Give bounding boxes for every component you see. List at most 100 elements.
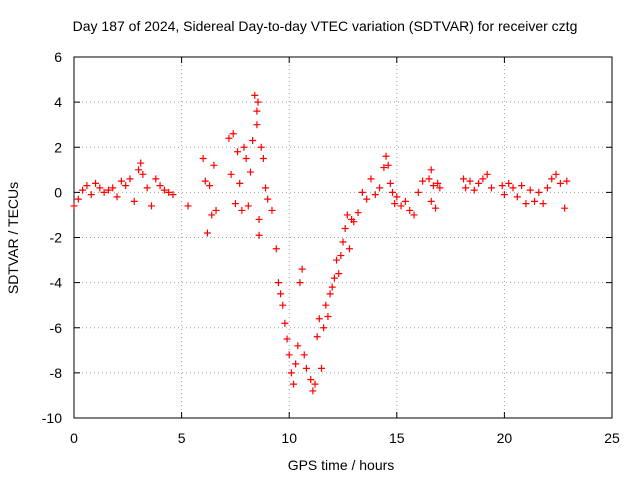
y-axis-label: SDTVAR / TECUs [5,182,21,294]
data-point [427,197,435,205]
data-point [244,202,252,210]
data-point [513,193,521,201]
data-point [419,177,427,185]
data-point [376,184,384,192]
data-point [479,175,487,183]
data-point [296,279,304,287]
data-point [350,218,358,226]
axis-ticks: 0 5 10 15 20 25 -10 -8 -6 -4 -2 0 2 4 6 [42,49,620,446]
data-point [290,380,298,388]
data-point [254,98,262,106]
data-point [425,175,433,183]
data-point [397,202,405,210]
data-point [543,184,551,192]
data-point [135,166,143,174]
data-point [358,188,366,196]
data-point [311,380,319,388]
data-point [548,175,556,183]
data-point [109,184,117,192]
data-point [429,182,437,190]
data-point [436,184,444,192]
data-point [283,335,291,343]
data-point [137,159,145,167]
data-point [333,256,341,264]
data-point [272,245,280,253]
data-point [165,188,173,196]
data-point [307,376,315,384]
data-point [382,152,390,160]
data-point [470,186,478,194]
data-point [363,195,371,203]
data-point [300,351,308,359]
data-point [535,188,543,196]
data-point [410,211,418,219]
data-point [184,202,192,210]
data-point [500,191,508,199]
data-point [274,279,282,287]
y-tick-label: -6 [50,320,63,336]
data-point [317,364,325,372]
data-point [337,252,345,260]
data-point [92,179,100,187]
data-point [466,177,474,185]
data-point [460,175,468,183]
x-tick-label: 25 [604,430,620,446]
data-point [70,202,78,210]
data-point [231,200,239,208]
data-point [199,155,207,163]
data-point [309,387,317,395]
data-point [509,184,517,192]
y-tick-label: -2 [50,230,63,246]
data-point [335,270,343,278]
data-point [345,245,353,253]
data-point [238,206,246,214]
data-point [302,364,310,372]
data-point [315,315,323,323]
data-point [203,229,211,237]
data-point [234,148,242,156]
data-point [539,200,547,208]
x-tick-label: 15 [389,430,405,446]
data-point [328,283,336,291]
data-point [294,342,302,350]
y-tick-label: -4 [50,275,63,291]
data-point [160,186,168,194]
data-point [277,290,285,298]
data-point [354,209,362,217]
y-tick-label: -10 [42,410,62,426]
data-point [255,215,263,223]
data-point [229,130,237,138]
data-point [208,211,216,219]
data-point [552,170,560,178]
chart-title: Day 187 of 2024, Sidereal Day-to-day VTE… [73,18,578,34]
data-point [113,193,121,201]
data-point [324,312,332,320]
data-point [391,200,399,208]
x-tick-label: 0 [70,430,78,446]
data-point [253,121,261,129]
data-point [279,301,287,309]
data-point [322,301,330,309]
data-point [330,274,338,282]
data-point [210,161,218,169]
data-point [498,182,506,190]
data-point [152,175,160,183]
data-point [257,143,265,151]
data-point [563,177,571,185]
data-point [253,107,261,115]
data-point [487,184,495,192]
data-point [100,188,108,196]
data-point [388,188,396,196]
data-point [367,175,375,183]
data-point [313,333,321,341]
x-tick-label: 20 [497,430,513,446]
data-point [393,193,401,201]
data-point [518,182,526,190]
data-point [259,155,267,163]
data-point [371,191,379,199]
data-point [380,164,388,172]
data-point [227,170,235,178]
data-point [406,206,414,214]
data-point [531,197,539,205]
data-point [147,202,155,210]
